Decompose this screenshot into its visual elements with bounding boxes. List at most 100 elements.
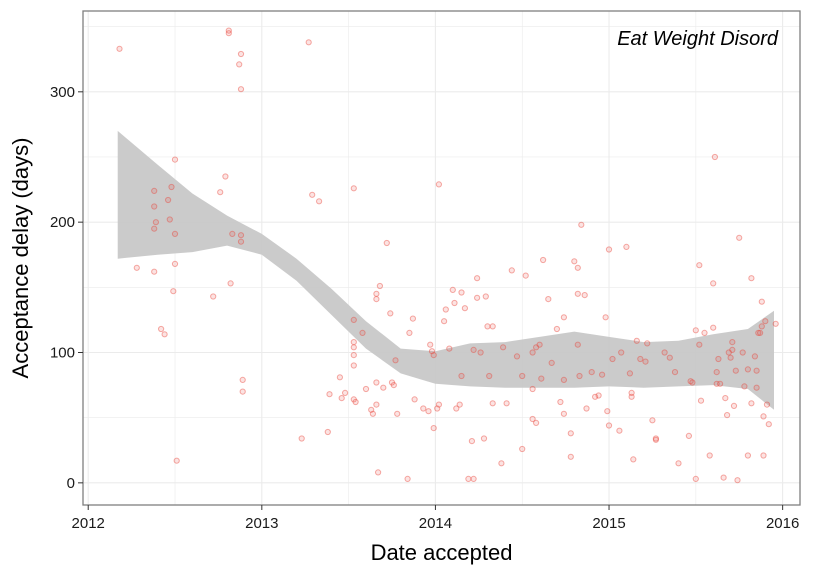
x-axis-title: Date accepted [371,540,513,565]
data-point [446,345,453,352]
data-point [508,267,515,274]
data-point [388,379,396,386]
data-point [171,260,179,267]
data-point [604,408,611,415]
data-point [168,183,175,191]
data-point [406,329,413,336]
data-point [548,359,555,366]
data-point [225,30,232,37]
data-point [557,398,564,406]
data-point [352,398,359,406]
x-tick-label: 2013 [245,515,278,532]
data-point [336,374,343,381]
data-point [376,282,383,290]
data-point [751,353,759,360]
data-point [350,339,357,346]
data-point [730,402,738,409]
data-point [404,475,411,482]
data-point [748,400,755,407]
data-point [237,232,245,239]
data-point [394,410,401,417]
data-point [628,389,635,396]
data-point [229,230,236,237]
data-point [744,452,752,459]
data-point [409,315,416,322]
data-point [758,298,765,305]
data-point [626,370,634,377]
data-point [538,375,545,382]
data-point [567,430,574,437]
data-point [529,349,536,356]
data-point [757,329,764,336]
data-point [553,325,561,333]
grid [83,11,800,505]
data-point [519,445,526,453]
data-point [470,346,477,353]
data-point [151,203,158,210]
data-point [461,305,468,312]
data-point [616,427,623,434]
data-point [760,413,767,420]
data-point [161,331,168,338]
data-point [411,396,418,403]
data-point [468,438,475,445]
data-point [748,275,755,282]
data-point [316,198,323,205]
y-tick-label: 200 [50,214,75,231]
data-point [536,341,543,348]
axes: 2012 2013 2014 2015 2016 0 100 200 300 [50,84,799,532]
data-point [465,475,472,482]
data-point [671,369,679,376]
data-point [373,296,380,303]
data-point [513,353,521,360]
data-point [434,405,441,412]
data-point [425,408,432,415]
data-point [760,452,767,459]
data-point [522,272,529,279]
data-point [675,460,682,467]
data-point [373,401,380,408]
data-point [369,410,376,417]
data-point [430,352,437,359]
data-point [725,349,732,356]
x-tick-label: 2014 [419,515,452,532]
data-point [350,316,357,323]
data-point [210,293,217,300]
data-point [435,181,442,188]
data-point [453,405,460,412]
x-tick-label: 2015 [592,515,625,532]
data-point [171,156,179,163]
data-point [630,456,637,463]
data-point [720,474,727,481]
data-points [116,27,779,484]
data-point [755,329,762,336]
data-point [609,355,616,363]
data-point [736,234,743,241]
data-point [470,475,477,482]
data-point [727,354,734,361]
data-point [480,435,488,442]
data-point [350,396,357,403]
data-point [500,344,507,351]
data-point [151,225,158,232]
data-point [456,401,463,408]
data-point [489,400,496,407]
y-axis-title: Acceptance delay (days) [8,138,33,379]
data-point [489,323,496,330]
data-point [430,425,437,432]
panel-title: Eat Weight Disord [617,28,779,50]
data-point [116,45,123,52]
data-point [644,340,651,347]
data-point [368,406,375,413]
data-point [661,349,668,356]
data-point [571,258,578,265]
data-point [652,435,660,442]
data-point [158,325,165,333]
data-point [435,401,442,408]
data-point [628,393,635,400]
data-point [605,246,613,253]
data-point [576,372,583,380]
data-point [765,421,772,428]
data-point [151,187,158,194]
